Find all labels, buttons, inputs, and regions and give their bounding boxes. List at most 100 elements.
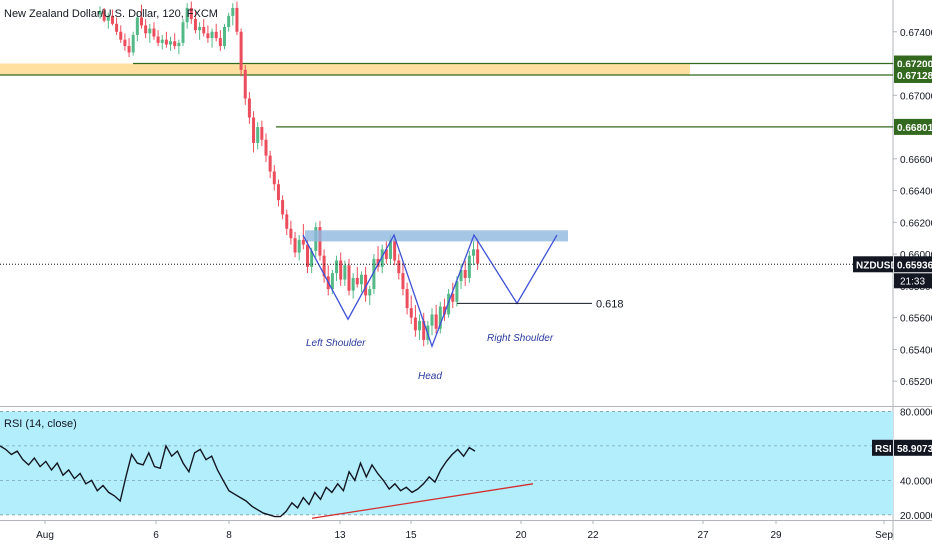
fib-label: 0.618	[596, 298, 624, 310]
candle-body	[368, 289, 372, 296]
level-price-tag	[894, 118, 932, 135]
candle-body	[281, 200, 285, 215]
candle-body	[297, 239, 301, 253]
candle-body	[467, 255, 471, 278]
candle-body	[127, 46, 131, 53]
rsi-tick-label: 80.0000	[900, 407, 932, 418]
candle-body	[156, 36, 160, 43]
rsi-band	[0, 411, 893, 515]
candle-body	[144, 25, 148, 34]
candle-body	[364, 274, 368, 296]
candle-body	[393, 239, 397, 261]
candle-body	[318, 227, 322, 256]
candle-body	[177, 42, 181, 47]
candle-body	[384, 249, 388, 259]
candle-body	[442, 306, 446, 315]
candle-body	[430, 314, 434, 326]
candle-body	[148, 28, 152, 34]
candle-body	[389, 239, 392, 259]
candle-body	[355, 277, 359, 285]
rsi-name-label: RSI	[875, 444, 892, 455]
candle-body	[227, 15, 231, 27]
candle-body	[131, 34, 135, 53]
candle-body	[135, 17, 139, 35]
supply-zone	[0, 63, 690, 75]
candle-body	[397, 260, 401, 274]
candle-body	[115, 23, 119, 32]
countdown-tag	[894, 273, 932, 289]
candle-body	[376, 258, 380, 267]
candle-body	[193, 19, 197, 31]
time-tick-label: 13	[334, 530, 346, 541]
rsi-value-label: 58.9073	[897, 444, 932, 455]
candle-body	[106, 15, 110, 21]
candle-body	[98, 11, 102, 15]
candle-body	[306, 244, 309, 267]
candle-body	[401, 273, 405, 290]
candle-body	[301, 239, 305, 245]
chart-title: New Zealand Dollar/U.S. Dollar, 120, FXC…	[4, 8, 218, 20]
symbol-tag	[853, 256, 893, 273]
candle-body	[438, 306, 442, 329]
time-tick-label: 20	[515, 530, 527, 541]
candle-body	[310, 250, 314, 267]
level-price-tag	[894, 66, 932, 83]
candle-body	[264, 139, 268, 156]
candle-body	[152, 28, 156, 37]
rsi-title: RSI (14, close)	[4, 418, 77, 430]
candle-body	[243, 69, 247, 99]
candle-body	[164, 39, 168, 45]
candle-body	[239, 31, 243, 70]
candle-body	[476, 249, 480, 264]
time-tick-label: 22	[587, 530, 599, 541]
pattern-path	[302, 233, 558, 349]
candle-body	[413, 317, 417, 331]
candle-body	[335, 260, 339, 274]
candle-body	[173, 41, 177, 47]
candle-body	[181, 22, 185, 43]
candle-body	[409, 308, 413, 318]
time-tick-label: Sep	[875, 530, 893, 541]
candle-body	[285, 214, 289, 229]
candle-body	[110, 15, 114, 24]
candle-body	[185, 7, 189, 23]
candle-body	[347, 265, 351, 291]
candle-body	[169, 41, 173, 45]
pattern-label: Right Shoulder	[487, 333, 554, 344]
symbol-label: NZDUSD	[856, 260, 898, 271]
candle-body	[359, 274, 363, 285]
countdown-label: 21:33	[900, 276, 925, 287]
candle-body	[210, 31, 214, 39]
candle-body	[252, 117, 256, 143]
time-tick-label: 27	[697, 530, 709, 541]
level-price-label: 0.66801	[897, 123, 932, 134]
candle-body	[102, 11, 106, 21]
candle-body	[276, 184, 280, 201]
candle-body	[330, 273, 334, 290]
candle-body	[231, 7, 235, 16]
candle-body	[322, 255, 326, 277]
time-tick-label: 6	[153, 530, 159, 541]
rsi-line	[0, 444, 476, 518]
time-tick-label: 8	[226, 530, 232, 541]
candle-body	[459, 270, 463, 282]
rsi-trendline	[311, 483, 534, 519]
candle-body	[293, 238, 297, 253]
candle-body	[339, 260, 343, 280]
rsi-tick-label: 40.0000	[900, 476, 932, 487]
candle-body	[235, 7, 239, 32]
candle-body	[247, 98, 251, 118]
pattern-label: Left Shoulder	[306, 338, 366, 349]
current-price-label: 0.65936	[897, 260, 932, 271]
candle-body	[289, 228, 293, 239]
candle-body	[260, 127, 264, 140]
candle-body	[422, 320, 426, 340]
candle-body	[418, 320, 422, 331]
